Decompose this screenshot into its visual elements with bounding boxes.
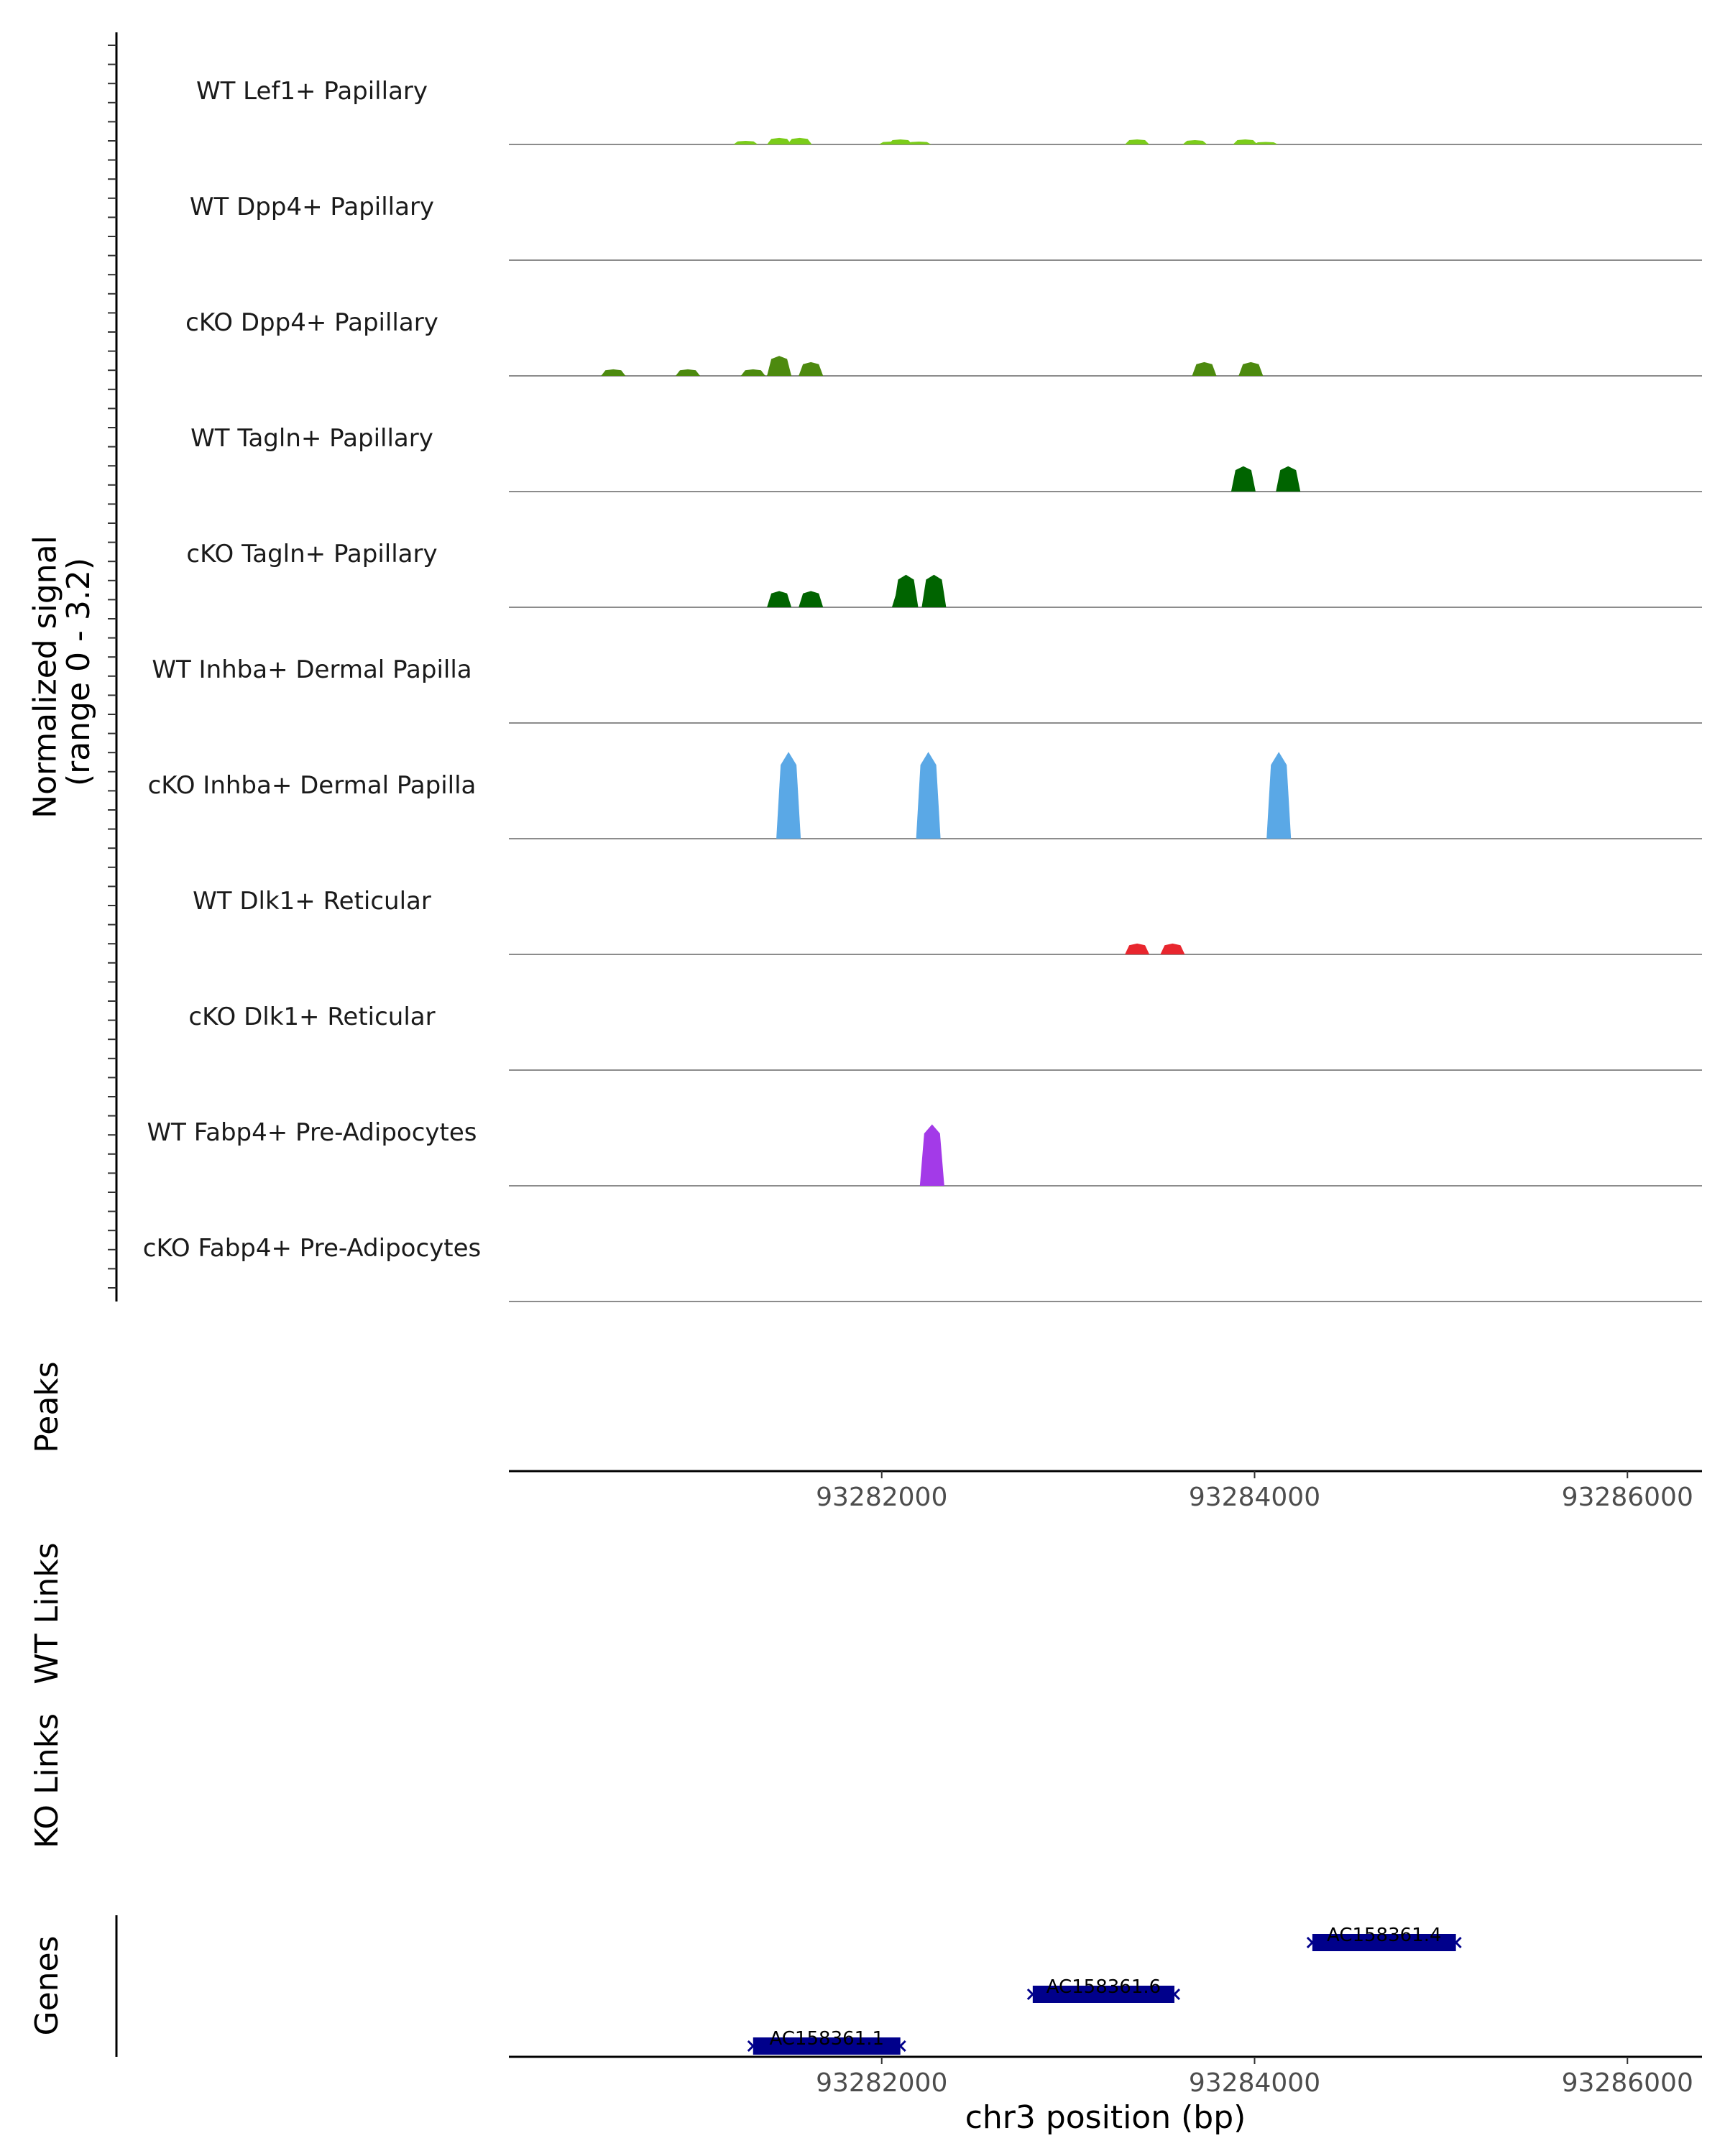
signal-peak (1182, 140, 1208, 144)
track-label: WT Fabp4+ Pre-Adipocytes (147, 1118, 477, 1147)
strand-marker (1450, 1936, 1462, 1949)
track-label: cKO Tagln+ Papillary (186, 540, 437, 568)
track-7: cKO Inhba+ Dermal Papilla (148, 752, 1702, 839)
strand-marker (1168, 1988, 1181, 2001)
signal-peak (919, 1124, 944, 1186)
y-axis-title-line1: Normalized signal (27, 535, 64, 819)
signal-peak (787, 137, 812, 144)
genes-panel-label: Genes (29, 1935, 65, 2035)
x-tick-label: 93286000 (1562, 2068, 1693, 2098)
signal-peak (1266, 752, 1292, 839)
signal-peak (906, 142, 932, 144)
signal-peak (1233, 139, 1258, 144)
signal-peak (916, 752, 941, 839)
x-axis-title: chr3 position (bp) (965, 2099, 1246, 2136)
strand-marker (747, 2040, 759, 2053)
track-label: cKO Dpp4+ Papillary (185, 308, 438, 337)
track-label: cKO Dlk1+ Reticular (188, 1003, 435, 1031)
signal-peak (921, 574, 947, 607)
ko-links-panel-label: KO Links (29, 1713, 65, 1848)
track-label: cKO Fabp4+ Pre-Adipocytes (143, 1234, 482, 1263)
signal-peak (767, 356, 792, 376)
track-label: WT Tagln+ Papillary (190, 424, 433, 453)
gene-exon-bar (1312, 1934, 1456, 1951)
signal-peak (799, 361, 824, 376)
track-label: cKO Inhba+ Dermal Papilla (148, 771, 477, 800)
x-tick-label: 93284000 (1189, 1483, 1320, 1512)
signal-peak (888, 139, 913, 144)
track-8: WT Dlk1+ Reticular (193, 887, 1702, 955)
signal-peak (676, 369, 700, 376)
x-tick-label: 93286000 (1562, 1483, 1693, 1512)
x-tick-label: 93282000 (816, 2068, 947, 2098)
signal-peak (1238, 361, 1264, 376)
gene-label: AC158361.1 (769, 2028, 884, 2050)
signal-y-axis (108, 32, 118, 1302)
track-6: WT Inhba+ Dermal Papilla (152, 655, 1702, 724)
gene-label: AC158361.6 (1046, 1976, 1162, 1998)
track-9: cKO Dlk1+ Reticular (188, 1003, 1702, 1071)
peaks-x-ticks: 93282000 93284000 93286000 (816, 1471, 1693, 1512)
signal-peak (740, 369, 765, 376)
strand-marker (894, 2040, 906, 2053)
signal-peak (1276, 466, 1301, 492)
signal-peak (893, 574, 919, 607)
signal-peak (1192, 361, 1217, 376)
genes-x-ticks: 93282000 93284000 93286000 (816, 2057, 1693, 2098)
gene-AC158361.4: AC158361.4 (1306, 1925, 1462, 1951)
wt-links-panel-label: WT Links (29, 1542, 65, 1684)
y-axis-title-line2: (range 0 - 3.2) (60, 558, 97, 786)
track-1: WT Lef1+ Papillary (196, 77, 1702, 145)
signal-peak (1125, 943, 1150, 954)
strand-marker (1026, 1988, 1039, 2001)
track-label: WT Inhba+ Dermal Papilla (152, 655, 472, 684)
coverage-tracks: WT Lef1+ Papillary WT Dpp4+ Papillary cKO … (143, 77, 1702, 1302)
signal-peak (1125, 139, 1150, 144)
signal-peak (1254, 142, 1279, 144)
x-tick-label: 93282000 (816, 1483, 947, 1512)
y-axis-title: Normalized signal (range 0 - 3.2) (27, 525, 97, 819)
signal-peak (1160, 943, 1185, 954)
gene-annotations: AC158361.1 AC158361.6 AC158361.4 (747, 1925, 1462, 2055)
gene-label: AC158361.4 (1327, 1925, 1442, 1946)
track-3: cKO Dpp4+ Papillary (185, 308, 1702, 377)
track-2: WT Dpp4+ Papillary (190, 193, 1702, 261)
track-10: WT Fabp4+ Pre-Adipocytes (147, 1118, 1702, 1187)
signal-peak (733, 141, 758, 144)
gene-AC158361.1: AC158361.1 (747, 2028, 906, 2055)
signal-peak (767, 137, 792, 144)
track-4: WT Tagln+ Papillary (190, 424, 1702, 492)
track-label: WT Dlk1+ Reticular (193, 887, 431, 916)
signal-peak (776, 752, 801, 839)
track-11: cKO Fabp4+ Pre-Adipocytes (143, 1234, 1702, 1302)
track-5: cKO Tagln+ Papillary (186, 540, 1702, 608)
signal-peak (1230, 466, 1256, 492)
track-label: WT Dpp4+ Papillary (190, 193, 434, 221)
track-label: WT Lef1+ Papillary (196, 77, 428, 106)
strand-marker (1306, 1936, 1318, 1949)
signal-peak (799, 591, 824, 607)
gene-exon-bar (1032, 1986, 1174, 2003)
x-tick-label: 93284000 (1189, 2068, 1320, 2098)
peaks-panel-label: Peaks (29, 1361, 65, 1452)
gene-exon-bar (753, 2037, 901, 2055)
signal-peak (601, 369, 626, 376)
gene-AC158361.6: AC158361.6 (1026, 1976, 1181, 2003)
signal-peak (767, 591, 792, 607)
